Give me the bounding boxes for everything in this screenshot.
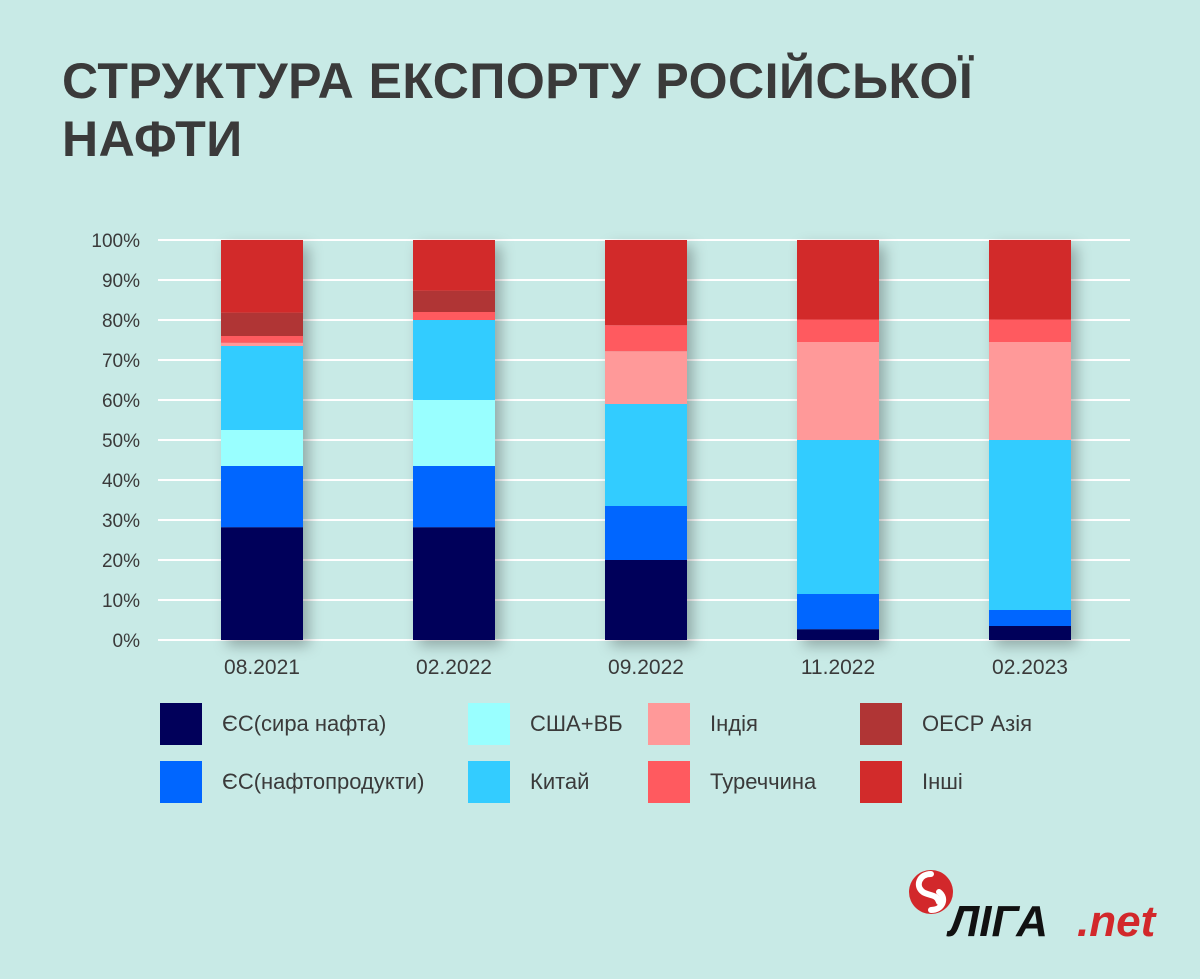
legend-label: ОЕСР Азія	[922, 711, 1033, 736]
bar-segment	[797, 319, 879, 342]
bar-segment	[413, 290, 495, 312]
bar-segment	[797, 342, 879, 440]
bar-segment	[221, 527, 303, 640]
bar-stack	[605, 240, 687, 640]
bar-stack	[221, 240, 303, 640]
y-tick-label: 80%	[102, 311, 140, 332]
legend-label: Китай	[530, 769, 590, 794]
bar-stack	[989, 240, 1071, 640]
logo-text-main: ЛІГА	[946, 897, 1048, 946]
bars	[221, 240, 1071, 640]
bar-segment	[989, 626, 1071, 640]
y-tick-label: 0%	[113, 631, 141, 652]
y-tick-label: 40%	[102, 471, 140, 492]
stacked-bar-chart: 0% 10% 20% 30% 40% 50% 60% 70% 80% 90% 100% 08.202…	[91, 231, 1130, 679]
bar-segment	[221, 466, 303, 528]
chart-title: СТРУКТУРА ЕКСПОРТУ РОСІЙСЬКОЇ НАФТИ	[62, 53, 974, 167]
y-tick-label: 10%	[102, 591, 140, 612]
legend-item: Туреччина	[648, 761, 816, 803]
bar-segment	[413, 400, 495, 466]
legend: ЄС(сира нафта) США+ВБ Індія ОЕСР Азія ЄС(наф…	[160, 703, 1060, 813]
bar-segment	[797, 594, 879, 630]
bar-segment	[413, 320, 495, 400]
bar-segment	[605, 506, 687, 560]
bar-segment	[797, 629, 879, 640]
bar-segment	[989, 610, 1071, 626]
bar-segment	[605, 404, 687, 506]
x-tick-label: 08.2021	[224, 656, 300, 679]
legend-swatch	[860, 761, 902, 803]
legend-swatch	[648, 703, 690, 745]
y-tick-label: 20%	[102, 551, 140, 572]
legend-item: ЄС(нафтопродукти)	[160, 761, 424, 803]
liga-net-logo: ЛІГА .net	[909, 870, 1158, 946]
legend-swatch	[648, 761, 690, 803]
logo-text-suffix: .net	[1077, 897, 1158, 946]
legend-item: ЄС(сира нафта)	[160, 703, 386, 745]
bar-segment	[989, 440, 1071, 610]
bar-segment	[797, 240, 879, 320]
x-axis-ticks: 08.2021 02.2022 09.2022 11.2022 02.2023	[224, 656, 1068, 679]
bar-segment	[221, 336, 303, 343]
legend-item: Інші	[860, 761, 963, 803]
legend-swatch	[860, 703, 902, 745]
bar-segment	[797, 440, 879, 594]
bar-segment	[221, 240, 303, 313]
bar-segment	[221, 312, 303, 336]
legend-swatch	[468, 761, 510, 803]
bar-segment	[605, 325, 687, 352]
legend-swatch	[160, 703, 202, 745]
bar-segment	[221, 430, 303, 466]
y-tick-label: 90%	[102, 271, 140, 292]
legend-item: ОЕСР Азія	[860, 703, 1032, 745]
legend-label: Туреччина	[710, 769, 817, 794]
x-tick-label: 11.2022	[801, 656, 875, 679]
legend-swatch	[468, 703, 510, 745]
bar-segment	[221, 346, 303, 430]
bar-segment	[413, 527, 495, 640]
liga-emblem-icon	[909, 870, 953, 914]
bar-segment	[989, 240, 1071, 320]
legend-label: Інші	[922, 769, 963, 794]
bar-segment	[413, 240, 495, 291]
y-tick-label: 70%	[102, 351, 140, 372]
legend-item: Індія	[648, 703, 758, 745]
legend-label: ЄС(нафтопродукти)	[222, 769, 425, 794]
legend-item: США+ВБ	[468, 703, 623, 745]
legend-label: США+ВБ	[530, 711, 623, 736]
bar-segment	[605, 240, 687, 326]
legend-swatch	[160, 761, 202, 803]
bar-segment	[221, 342, 303, 346]
bar-segment	[605, 351, 687, 404]
bar-segment	[989, 319, 1071, 342]
bar-segment	[605, 560, 687, 640]
bar-segment	[413, 466, 495, 528]
bar-segment	[413, 312, 495, 320]
y-axis-ticks: 0% 10% 20% 30% 40% 50% 60% 70% 80% 90% 100%	[91, 231, 140, 652]
bar-stack	[413, 240, 495, 640]
x-tick-label: 09.2022	[608, 656, 684, 679]
bar-stack	[797, 240, 879, 640]
legend-label: Індія	[710, 711, 758, 736]
y-tick-label: 100%	[91, 231, 140, 252]
y-tick-label: 60%	[102, 391, 140, 412]
bar-segment	[989, 342, 1071, 440]
y-tick-label: 50%	[102, 431, 140, 452]
y-tick-label: 30%	[102, 511, 140, 532]
x-tick-label: 02.2023	[992, 656, 1068, 679]
legend-label: ЄС(сира нафта)	[222, 711, 387, 736]
x-tick-label: 02.2022	[416, 656, 492, 679]
legend-item: Китай	[468, 761, 589, 803]
